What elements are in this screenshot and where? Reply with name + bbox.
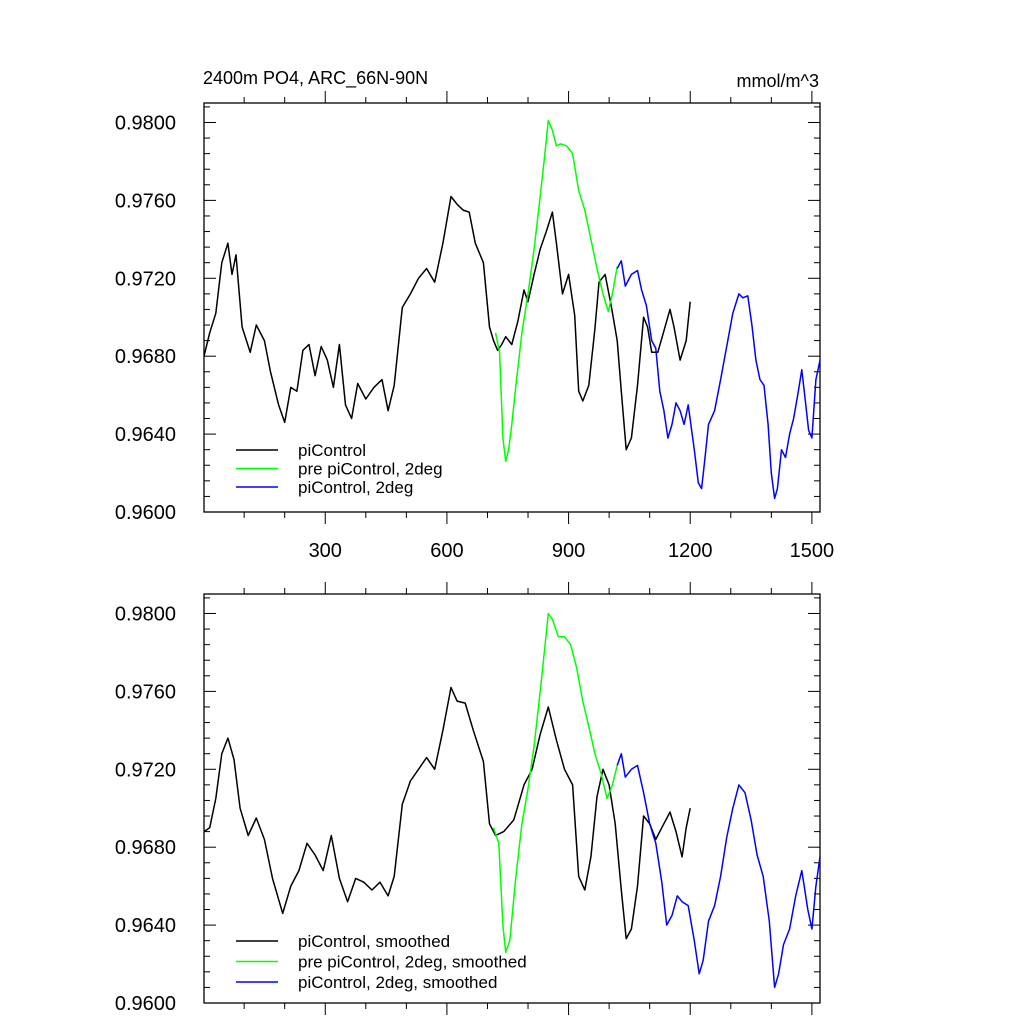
top-y-tick-label: 0.9720: [115, 268, 176, 290]
series-line-picontrol-2deg-smoothed: [616, 752, 821, 989]
legend-label: pre piControl, 2deg: [298, 460, 443, 479]
chart-title: 2400m PO4, ARC_66N-90N: [203, 68, 428, 89]
top-y-tick-label: 0.9800: [115, 112, 176, 134]
bottom-y-tick-label: 0.9680: [115, 837, 176, 859]
bottom-plot-frame: [203, 593, 821, 1004]
top-y-tick-label: 0.9640: [115, 424, 176, 446]
series-line-picontrol-2deg: [616, 260, 821, 500]
top-panel: 0.9600 0.9640 0.9680 0.9720 0.9760 0.9800 300 6…: [115, 91, 834, 562]
top-plot-frame: [203, 102, 821, 513]
legend-label: piControl, 2deg, smoothed: [298, 973, 497, 992]
top-y-tick-label: 0.9680: [115, 346, 176, 368]
bottom-y-tick-label: 0.9760: [115, 681, 176, 703]
bottom-legend: piControl, smoothed pre piControl, 2deg, …: [236, 932, 527, 992]
series-line-picontrol-smoothed: [203, 686, 691, 940]
bottom-y-tick-label: 0.9600: [115, 993, 176, 1015]
series-line-picontrol: [203, 195, 691, 451]
top-x-tick-label: 900: [552, 540, 585, 562]
top-y-tick-label: 0.9760: [115, 190, 176, 212]
legend-label: piControl, smoothed: [298, 932, 450, 951]
units-label: mmol/m^3: [737, 71, 819, 91]
legend-label: pre piControl, 2deg, smoothed: [298, 953, 527, 972]
top-x-tick-label: 300: [309, 540, 342, 562]
legend-label: piControl, 2deg: [298, 478, 413, 497]
top-x-tick-label: 1500: [790, 540, 835, 562]
top-x-tick-label: 1200: [668, 540, 713, 562]
bottom-panel: 0.9600 0.9640 0.9680 0.9720 0.9760 0.9800 piCo…: [115, 582, 821, 1015]
bottom-y-tick-label: 0.9720: [115, 759, 176, 781]
bottom-y-tick-label: 0.9640: [115, 915, 176, 937]
top-x-tick-label: 600: [430, 540, 463, 562]
legend-label: piControl: [298, 441, 366, 460]
series-line-pre-picontrol-2deg-smoothed: [492, 612, 618, 954]
bottom-y-tick-label: 0.9800: [115, 603, 176, 625]
series-line-pre-picontrol-2deg: [494, 119, 618, 463]
top-y-tick-label: 0.9600: [115, 502, 176, 524]
